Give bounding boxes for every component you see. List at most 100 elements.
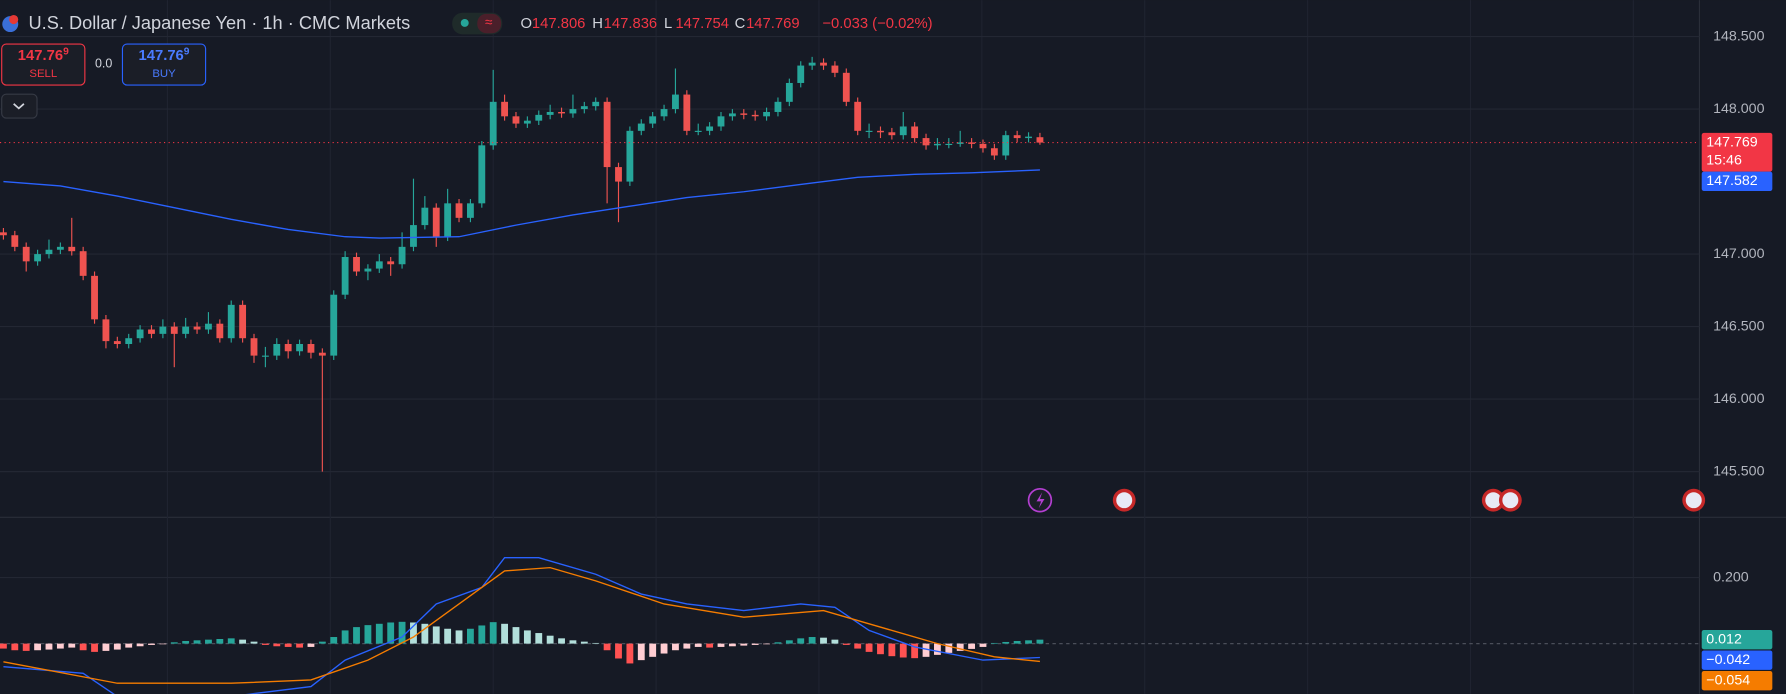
histogram-bar [341, 630, 349, 644]
histogram-bar [706, 643, 714, 648]
histogram-bar [649, 643, 657, 657]
buy-price: 147.769 [139, 46, 190, 64]
candle-body [421, 207, 429, 226]
candle-body [318, 352, 326, 356]
histogram-bar [125, 643, 133, 648]
price-badge-label: 147.582 [1706, 173, 1757, 189]
candle-body [1013, 135, 1021, 139]
histogram-bar [182, 640, 190, 644]
candle-body [387, 261, 395, 265]
histogram-bar [0, 643, 7, 649]
macd-pane [0, 557, 1700, 694]
price-badge-label: −0.042 [1706, 652, 1750, 668]
candle-body [615, 167, 622, 182]
status-icon: ≈ [485, 15, 493, 30]
candle-body [113, 341, 121, 345]
candle-body [956, 142, 964, 144]
histogram-bar [956, 643, 964, 651]
histogram-bar [854, 643, 862, 649]
ohlc-key: L [664, 16, 672, 32]
buy-button[interactable] [121, 43, 207, 86]
histogram-bar [990, 642, 998, 644]
candle-body [364, 268, 372, 272]
histogram-bar [911, 643, 919, 659]
candle-body [672, 94, 679, 110]
histogram-bar [660, 643, 668, 654]
histogram-bar [489, 622, 497, 644]
candle-body [170, 326, 178, 334]
histogram-bar [728, 643, 736, 647]
candle-body [45, 249, 53, 255]
event-markers [1027, 487, 1706, 513]
candle-body [523, 120, 531, 124]
histogram-bar [455, 630, 463, 644]
histogram-bar [216, 638, 224, 644]
candle-body [854, 101, 862, 131]
candle-body [273, 344, 281, 356]
candle-body [205, 323, 212, 330]
histogram-bar [410, 622, 417, 644]
histogram-bar [808, 637, 816, 644]
ohlc-key: O [521, 16, 533, 32]
buy-pip: 9 [184, 46, 190, 57]
candle-body [216, 323, 224, 339]
price-badge [1701, 171, 1773, 191]
candle-body [341, 256, 349, 295]
histogram-bar [774, 642, 782, 644]
histogram-bar [637, 643, 645, 661]
collapse-button[interactable] [1, 93, 38, 119]
candle-body [375, 261, 383, 269]
histogram-bar [785, 640, 793, 644]
candle-body [842, 72, 850, 102]
candle-body [785, 82, 793, 102]
histogram-bar [261, 643, 269, 645]
candle-body [751, 114, 759, 117]
candle-body [330, 294, 338, 356]
candle-body [979, 143, 987, 149]
histogram-bar [296, 643, 303, 648]
candle-body [227, 304, 235, 339]
histogram-bar [113, 643, 121, 650]
histogram-bar [968, 643, 976, 649]
histogram-bar [227, 638, 235, 644]
ohlc-legend: O 147.806 H 147.836 L 147.754 C 147.769 [521, 16, 800, 32]
y-tick-label: 147.000 [1713, 246, 1764, 262]
candle-body [922, 138, 930, 146]
histogram-bar [683, 643, 691, 649]
candle-body [467, 203, 474, 218]
histogram-bar [580, 641, 588, 644]
histogram-bar [740, 643, 748, 646]
histogram-bar [603, 643, 611, 651]
candle-body [569, 109, 577, 114]
candle-body [410, 225, 417, 247]
histogram-bar [877, 643, 884, 655]
ohlc-value: 147.769 [746, 16, 800, 32]
histogram-bar [523, 630, 531, 644]
sell-button[interactable] [1, 43, 86, 86]
histogram-bar [22, 643, 30, 651]
spread: 0.0 [95, 56, 112, 70]
histogram-bar [751, 643, 759, 645]
candle-body [649, 116, 657, 124]
candle-body [353, 256, 360, 272]
candle-body [79, 251, 87, 276]
indicator-line [3, 566, 1041, 684]
histogram-bar [535, 633, 543, 644]
candle-body [865, 130, 873, 132]
candle-body [888, 132, 896, 136]
histogram-bar [831, 639, 839, 644]
histogram-bar [842, 643, 850, 645]
candle-body [182, 326, 190, 334]
candle-body [626, 130, 634, 182]
candle-body [535, 114, 543, 121]
histogram-bar [330, 637, 338, 644]
histogram-bar [478, 625, 486, 644]
histogram-bar [694, 643, 702, 647]
histogram-bar [899, 643, 907, 658]
candle-body [22, 246, 30, 262]
price-badge-label: 147.769 [1706, 134, 1757, 150]
ohlc-key: C [735, 16, 746, 32]
histogram-bar [888, 643, 896, 657]
histogram-bar [797, 638, 805, 644]
